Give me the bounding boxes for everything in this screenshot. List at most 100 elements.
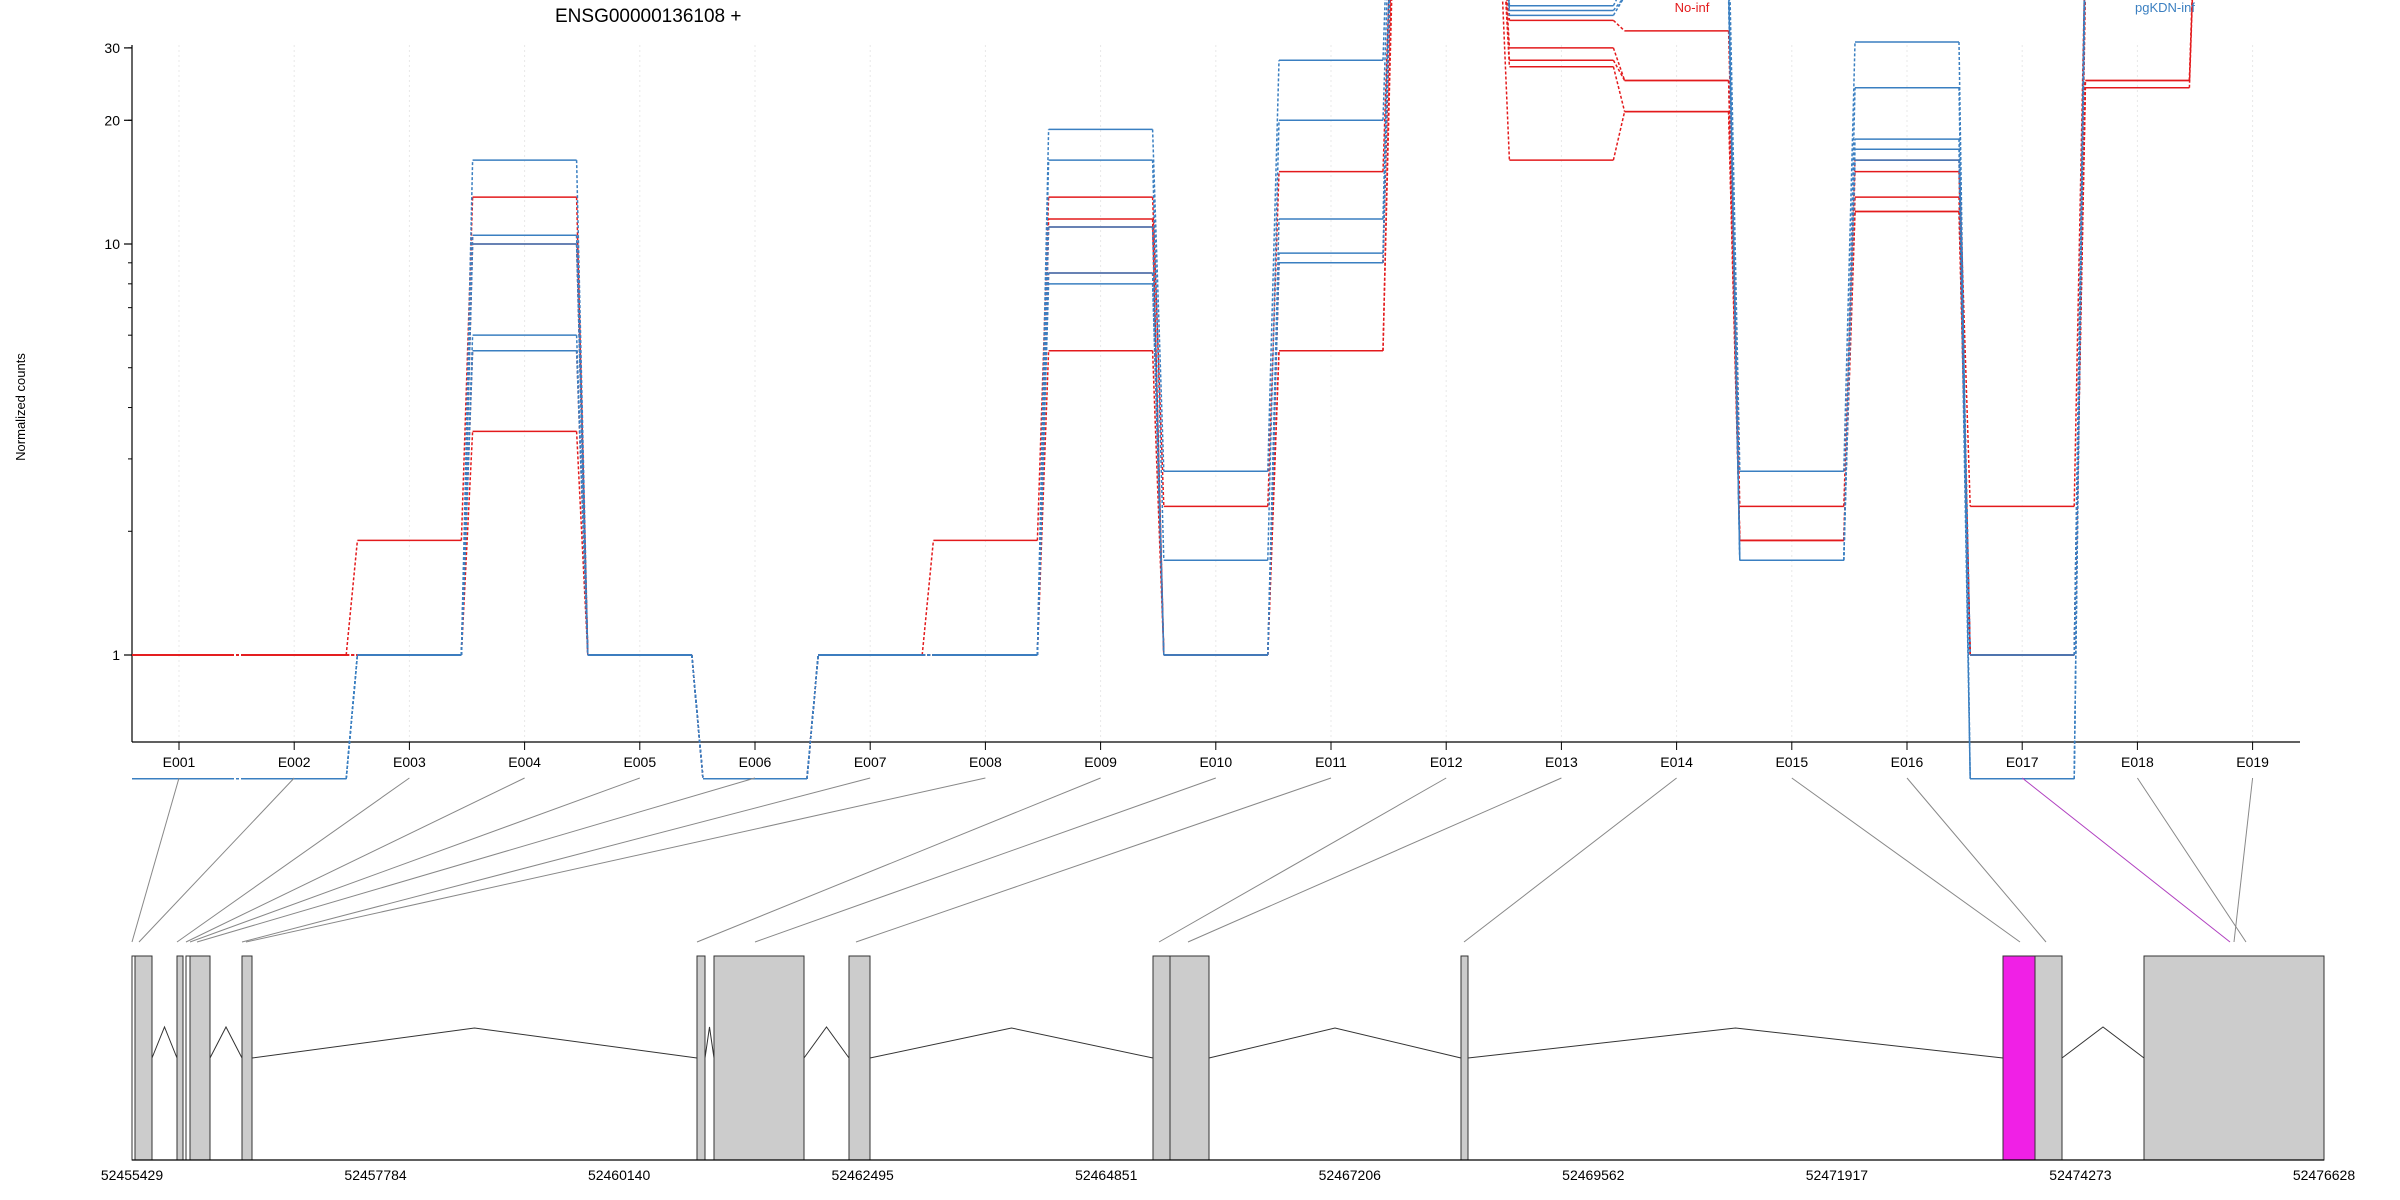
data-connector: [1382, 0, 1388, 121]
x-tick-label: E001: [163, 754, 196, 770]
exon-connector: [1791, 777, 2021, 943]
x-tick-label: E019: [2236, 754, 2269, 770]
coordinate-label: 52462495: [832, 1167, 895, 1183]
data-connector: [1843, 160, 1856, 561]
data-connector: [1267, 262, 1280, 656]
data-connector: [1267, 60, 1280, 472]
data-connector: [1151, 197, 1165, 507]
exon-connector: [176, 777, 410, 943]
exon-connector: [754, 777, 1216, 943]
data-connector: [2073, 0, 2086, 656]
data-connector: [1382, 0, 1393, 351]
exon-connector: [241, 777, 871, 943]
series-9: [132, 0, 2086, 780]
coordinate-label: 52464851: [1075, 1167, 1138, 1183]
data-connector: [1843, 160, 1856, 507]
intron-line: [151, 1025, 178, 1059]
y-tick-label: 20: [104, 112, 120, 128]
data-connector: [1612, 111, 1626, 161]
exon-box: [176, 955, 184, 1161]
legend-label-no-inf: No-inf: [1675, 0, 1710, 15]
data-connector: [1612, 19, 1626, 32]
y-tick-label: 10: [104, 236, 120, 252]
data-connector: [1151, 129, 1165, 472]
data-connector: [1151, 160, 1165, 561]
exon-connector: [131, 777, 180, 943]
exon-box: [1460, 955, 1469, 1161]
exon-connector: [245, 777, 986, 943]
data-connector: [1036, 283, 1050, 656]
x-tick-label: E005: [623, 754, 656, 770]
intron-line: [251, 1027, 698, 1059]
intron-line: [2061, 1026, 2145, 1059]
x-tick-label: E002: [278, 754, 311, 770]
coordinate-label: 52455429: [101, 1167, 164, 1183]
series-5: [132, 0, 2194, 780]
y-axis-label: Normalized counts: [13, 353, 28, 461]
data-connector: [691, 654, 704, 779]
exon-box: [696, 955, 706, 1161]
data-connector: [1958, 160, 1971, 779]
data-connector: [460, 350, 474, 656]
exon-connector: [855, 777, 1332, 943]
x-tick-label: E012: [1430, 754, 1463, 770]
exon-connector: [185, 777, 525, 943]
data-connector: [1612, 59, 1626, 81]
exon-connector: [1187, 777, 1562, 943]
coordinate-label: 52471917: [1806, 1167, 1869, 1183]
exon-box: [241, 955, 253, 1161]
data-connector: [2188, 0, 2194, 88]
x-tick-label: E009: [1084, 754, 1117, 770]
x-tick-label: E006: [739, 754, 772, 770]
y-tick-label: 1: [112, 647, 120, 663]
coordinate-label: 52469562: [1562, 1167, 1625, 1183]
coordinate-label: 52467206: [1319, 1167, 1382, 1183]
series-1: [132, 0, 2085, 780]
intron-line: [704, 1026, 715, 1059]
data-connector: [806, 654, 819, 779]
data-connector: [1612, 0, 1624, 16]
data-connector: [1036, 226, 1050, 656]
series-6: [132, 0, 2085, 780]
data-connector: [345, 540, 359, 656]
data-connector: [460, 243, 474, 656]
coordinate-label: 52476628: [2293, 1167, 2356, 1183]
exon-box: [2034, 955, 2063, 1161]
exon-connector: [196, 777, 756, 943]
series-3: [132, 0, 2193, 780]
data-connector: [345, 654, 359, 779]
intron-line: [1467, 1027, 2004, 1059]
data-connector: [1612, 0, 1623, 11]
series-10: [132, 0, 2086, 780]
intron-line: [209, 1025, 243, 1059]
exon-box: [2143, 955, 2325, 1161]
exon-connector: [138, 777, 295, 943]
series-7: [132, 0, 2085, 780]
exon-connector: [1463, 777, 1677, 943]
data-connector: [2073, 0, 2086, 779]
x-tick-label: E018: [2121, 754, 2154, 770]
chart-title: ENSG00000136108 +: [555, 6, 741, 27]
data-connector: [1151, 219, 1165, 656]
data-connector: [1501, 0, 1511, 161]
data-connector: [1036, 226, 1050, 656]
y-tick-label: 30: [104, 40, 120, 56]
exon-connector: [2136, 777, 2247, 943]
exon-connector: [2233, 777, 2254, 943]
series-4: [132, 0, 2193, 780]
x-tick-label: E003: [393, 754, 426, 770]
exon-connector: [189, 777, 640, 943]
series-2: [132, 0, 2087, 780]
x-tick-label: E011: [1315, 754, 1347, 770]
coordinate-label: 52460140: [588, 1167, 651, 1183]
data-connector: [1267, 120, 1280, 561]
exon-box: [189, 955, 211, 1161]
gene-model: 52455429 52457784 52460140 52462495 52464851…: [101, 955, 2356, 1183]
data-connector: [1612, 47, 1626, 81]
exon-connector: [696, 777, 1101, 943]
x-tick-label: E008: [969, 754, 1002, 770]
axes: 110203050100200E001E002E003E004E005E006E…: [104, 40, 2300, 770]
data-connector: [1612, 66, 1626, 112]
intron-line: [1208, 1027, 1462, 1059]
exon-connectors: [131, 777, 2254, 943]
